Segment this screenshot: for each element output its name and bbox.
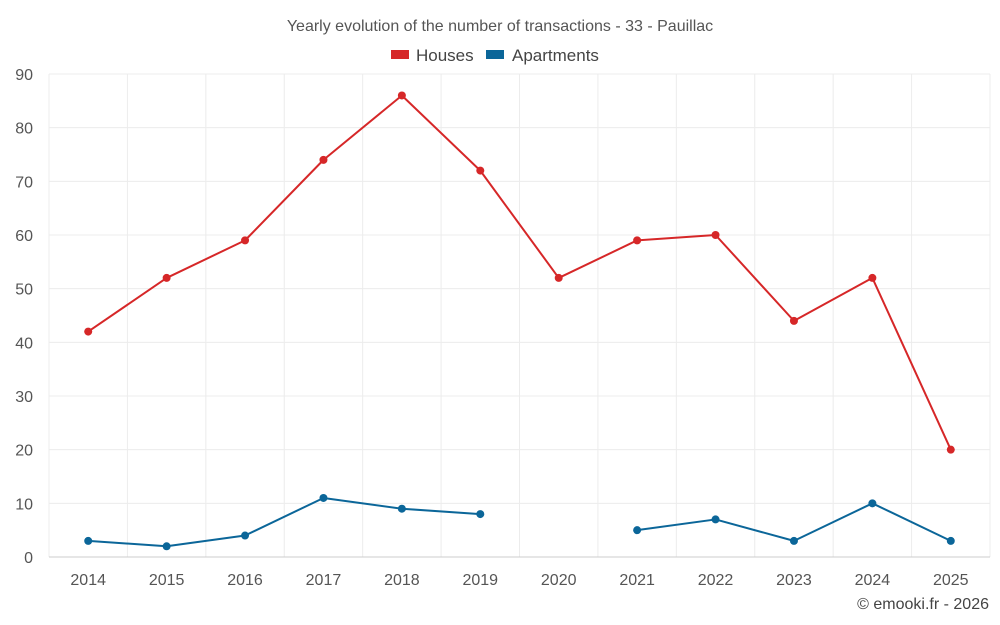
data-point-houses[interactable]: [633, 236, 642, 245]
data-point-apartments[interactable]: [711, 515, 720, 524]
legend-label-apartments: Apartments: [512, 46, 599, 65]
data-point-houses[interactable]: [554, 273, 563, 282]
x-tick-label: 2024: [855, 572, 891, 589]
x-axis: 2014 2015 2016 2017 2018 2019 2020 2021 2022 2023…: [70, 572, 968, 589]
x-tick-label: 2015: [149, 572, 185, 589]
x-tick-label: 2025: [933, 572, 969, 589]
data-point-apartments[interactable]: [789, 536, 798, 545]
x-tick-label: 2014: [70, 572, 106, 589]
data-point-houses[interactable]: [84, 327, 93, 336]
y-tick-label: 40: [15, 335, 33, 352]
legend-item-houses[interactable]: Houses: [391, 46, 474, 65]
y-axis: 0 10 20 30 40 50 60 70 80 90: [15, 67, 33, 567]
legend-swatch-houses: [391, 50, 409, 59]
series-apartments: [84, 493, 955, 551]
data-point-houses[interactable]: [397, 91, 406, 100]
data-point-apartments[interactable]: [633, 526, 642, 535]
data-point-houses[interactable]: [868, 273, 877, 282]
x-tick-label: 2022: [698, 572, 734, 589]
data-point-houses[interactable]: [711, 231, 720, 239]
legend[interactable]: Houses Apartments: [391, 46, 599, 65]
data-point-houses[interactable]: [241, 236, 250, 245]
y-tick-label: 50: [15, 282, 33, 299]
data-point-apartments[interactable]: [241, 531, 250, 540]
data-point-houses[interactable]: [162, 273, 171, 282]
x-tick-label: 2023: [776, 572, 812, 589]
x-tick-label: 2021: [619, 572, 655, 589]
y-tick-label: 20: [15, 443, 33, 460]
legend-label-houses: Houses: [416, 46, 474, 65]
plot-area: [84, 91, 955, 551]
data-point-apartments[interactable]: [946, 536, 955, 545]
x-tick-label: 2019: [462, 572, 498, 589]
y-tick-label: 80: [15, 121, 33, 138]
y-tick-label: 70: [15, 174, 33, 191]
data-point-houses[interactable]: [319, 155, 328, 164]
y-tick-label: 0: [24, 550, 33, 567]
data-point-apartments[interactable]: [476, 510, 485, 519]
x-tick-label: 2016: [227, 572, 263, 589]
data-point-apartments[interactable]: [319, 493, 328, 502]
series-houses: [84, 91, 955, 454]
x-tick-label: 2018: [384, 572, 420, 589]
y-tick-label: 60: [15, 228, 33, 245]
x-tick-label: 2020: [541, 572, 577, 589]
data-point-houses[interactable]: [789, 316, 798, 325]
y-tick-label: 90: [15, 67, 33, 84]
legend-item-apartments[interactable]: Apartments: [486, 46, 599, 65]
series-line-houses: [87, 94, 952, 451]
data-point-houses[interactable]: [476, 166, 485, 175]
data-point-apartments[interactable]: [868, 499, 877, 508]
credit-text: © emooki.fr - 2026: [857, 596, 989, 613]
chart-title: Yearly evolution of the number of transa…: [287, 18, 713, 35]
y-tick-label: 30: [15, 389, 33, 406]
y-tick-label: 10: [15, 496, 33, 513]
data-point-apartments[interactable]: [397, 504, 406, 513]
data-point-apartments[interactable]: [84, 536, 93, 545]
grid: [48, 73, 991, 558]
data-point-apartments[interactable]: [162, 542, 171, 551]
legend-swatch-apartments: [486, 50, 504, 59]
x-tick-label: 2017: [306, 572, 342, 589]
data-point-houses[interactable]: [946, 445, 955, 454]
